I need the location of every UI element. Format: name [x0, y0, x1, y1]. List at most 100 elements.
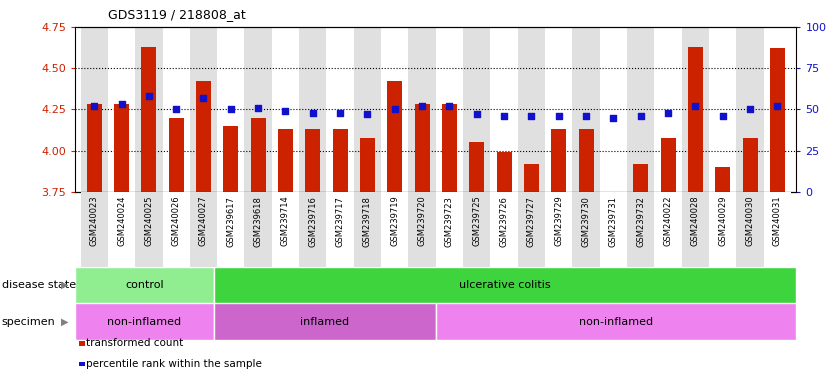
Text: specimen: specimen: [2, 316, 55, 327]
Bar: [627, 192, 655, 267]
Point: [552, 113, 565, 119]
Point: [634, 113, 647, 119]
Point: [252, 105, 265, 111]
Bar: [360, 137, 375, 192]
Point: [689, 103, 702, 109]
Bar: [381, 27, 409, 192]
Bar: [135, 27, 163, 192]
Point: [415, 103, 429, 109]
Bar: [299, 27, 326, 192]
Point: [388, 106, 401, 113]
Point: [169, 106, 183, 113]
Bar: [81, 192, 108, 267]
Bar: [764, 27, 791, 192]
Bar: [470, 142, 485, 192]
Bar: [524, 164, 539, 192]
Bar: [490, 192, 518, 267]
Text: GSM239729: GSM239729: [555, 196, 563, 247]
Text: GSM240024: GSM240024: [117, 196, 126, 246]
Bar: [196, 81, 211, 192]
Bar: [600, 192, 627, 267]
Text: GSM239714: GSM239714: [281, 196, 290, 247]
Text: GSM239718: GSM239718: [363, 196, 372, 247]
Bar: [579, 129, 594, 192]
Bar: [742, 137, 757, 192]
Point: [115, 101, 128, 108]
Text: GSM239726: GSM239726: [500, 196, 509, 247]
Bar: [545, 192, 572, 267]
Text: GSM240029: GSM240029: [718, 196, 727, 246]
Bar: [435, 192, 463, 267]
Bar: [463, 27, 490, 192]
Bar: [75, 267, 214, 303]
Text: GSM239732: GSM239732: [636, 196, 646, 247]
Bar: [108, 192, 135, 267]
Text: GSM239730: GSM239730: [581, 196, 590, 247]
Point: [743, 106, 756, 113]
Bar: [326, 27, 354, 192]
Point: [716, 113, 730, 119]
Point: [306, 110, 319, 116]
Text: GSM239727: GSM239727: [527, 196, 536, 247]
Point: [443, 103, 456, 109]
Bar: [244, 27, 272, 192]
Bar: [770, 48, 785, 192]
Text: GSM239725: GSM239725: [472, 196, 481, 247]
Point: [661, 110, 675, 116]
Point: [580, 113, 593, 119]
Point: [88, 103, 101, 109]
Bar: [681, 192, 709, 267]
Text: ▶: ▶: [62, 280, 68, 290]
Bar: [224, 126, 239, 192]
Text: GSM239720: GSM239720: [418, 196, 427, 247]
Text: GSM239723: GSM239723: [445, 196, 454, 247]
Bar: [387, 81, 402, 192]
Bar: [572, 27, 600, 192]
Bar: [299, 192, 326, 267]
Bar: [381, 192, 409, 267]
Point: [279, 108, 292, 114]
Point: [334, 110, 347, 116]
Bar: [709, 27, 736, 192]
Bar: [272, 27, 299, 192]
Bar: [490, 27, 518, 192]
Bar: [354, 27, 381, 192]
Bar: [168, 118, 183, 192]
Text: GSM239618: GSM239618: [254, 196, 263, 247]
Bar: [81, 27, 108, 192]
Point: [606, 114, 620, 121]
Bar: [244, 192, 272, 267]
Bar: [409, 27, 435, 192]
Point: [525, 113, 538, 119]
Bar: [108, 27, 135, 192]
Text: GSM239731: GSM239731: [609, 196, 618, 247]
Text: GSM240026: GSM240026: [172, 196, 181, 247]
Bar: [600, 27, 627, 192]
Bar: [190, 192, 217, 267]
Bar: [217, 27, 244, 192]
Text: ulcerative colitis: ulcerative colitis: [460, 280, 551, 290]
Text: GSM240023: GSM240023: [90, 196, 98, 247]
Bar: [354, 192, 381, 267]
Bar: [75, 303, 214, 340]
Bar: [79, 362, 85, 366]
Bar: [633, 164, 648, 192]
Point: [197, 95, 210, 101]
Text: non-inflamed: non-inflamed: [579, 316, 653, 327]
Text: GSM240027: GSM240027: [199, 196, 208, 247]
Bar: [135, 192, 163, 267]
Text: GSM239717: GSM239717: [335, 196, 344, 247]
Bar: [251, 118, 266, 192]
Bar: [435, 27, 463, 192]
Text: GDS3119 / 218808_at: GDS3119 / 218808_at: [108, 8, 246, 21]
Text: percentile rank within the sample: percentile rank within the sample: [86, 359, 262, 369]
Text: ▶: ▶: [62, 316, 68, 327]
Bar: [414, 104, 430, 192]
Bar: [190, 27, 217, 192]
Point: [142, 93, 155, 99]
Bar: [163, 192, 190, 267]
Point: [771, 103, 784, 109]
Bar: [305, 129, 320, 192]
Bar: [79, 341, 85, 346]
Bar: [716, 167, 731, 192]
